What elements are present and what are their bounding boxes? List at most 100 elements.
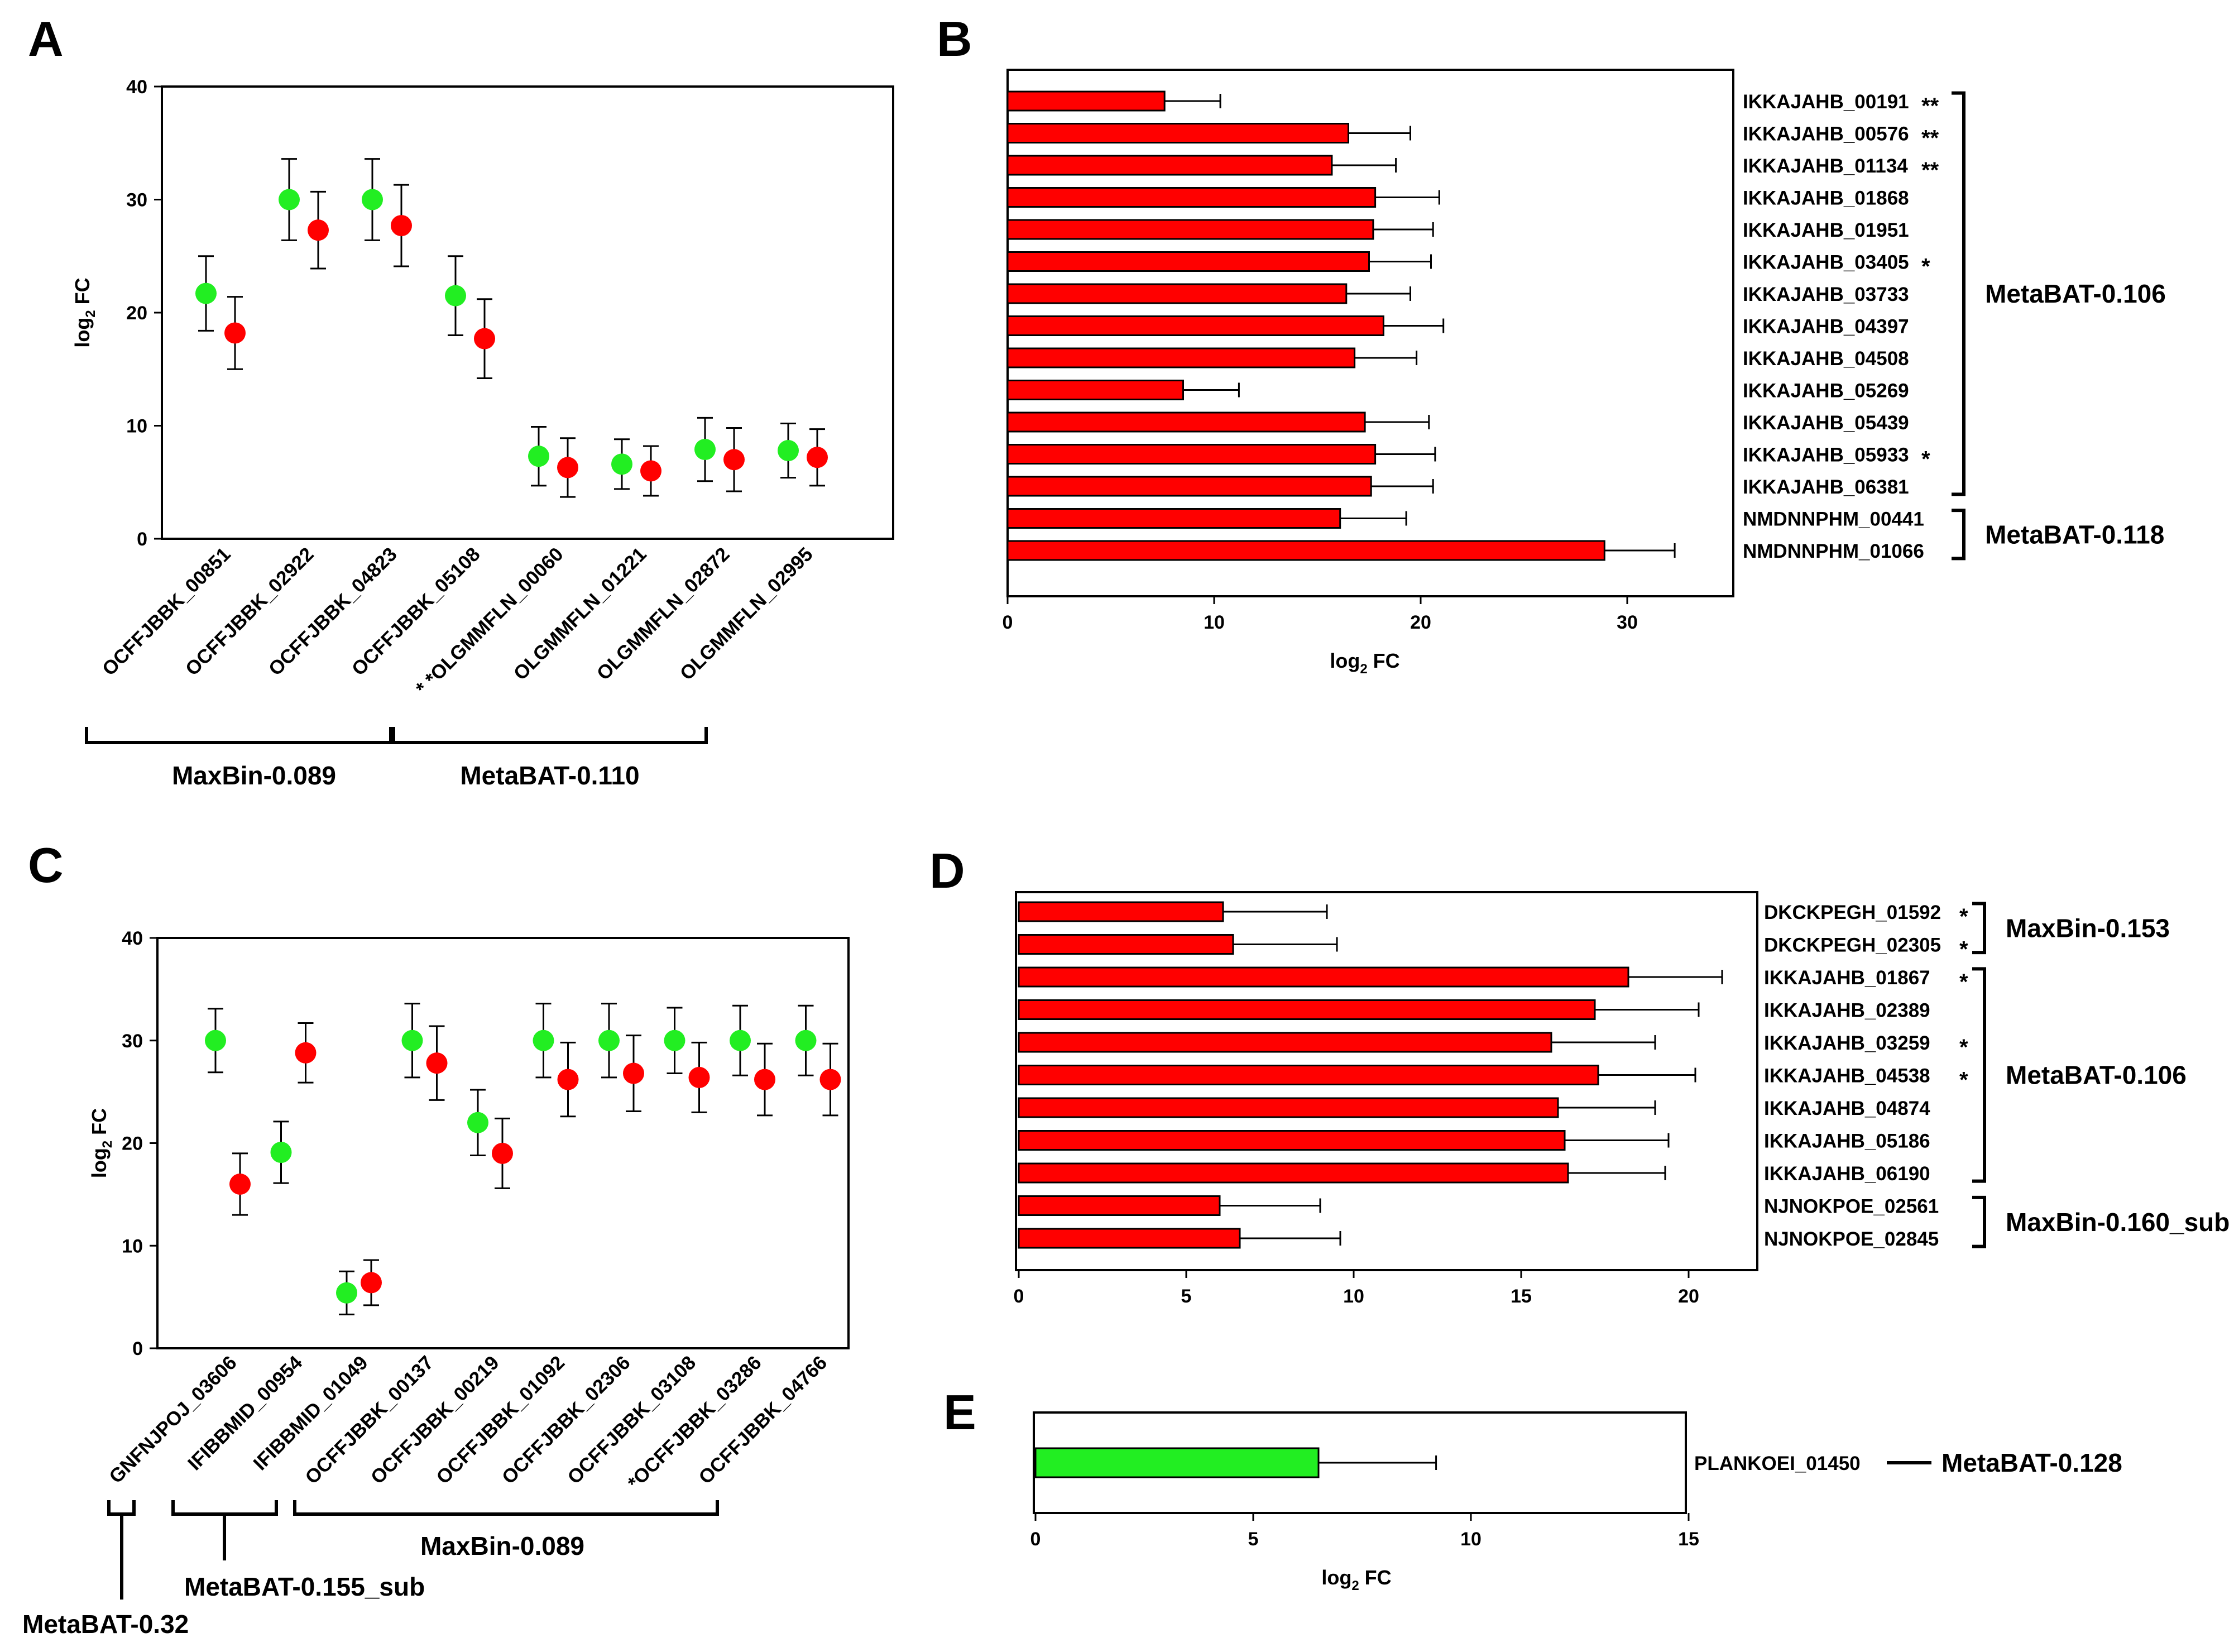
- green-point: [778, 440, 799, 462]
- x-category-label: OCFFJBBK_04766: [694, 1352, 831, 1488]
- bar: [1006, 444, 1377, 465]
- x-tick-label: 10: [1343, 1286, 1364, 1307]
- significance-stars: *: [1959, 1068, 1968, 1093]
- y-category-label: IKKAJAHB_02389: [1764, 1000, 1930, 1022]
- x-tick-label: 0: [1003, 612, 1013, 633]
- red-point: [361, 1272, 382, 1294]
- log-prefix: log: [1321, 1566, 1351, 1589]
- red-point: [819, 1069, 841, 1090]
- bar: [1018, 966, 1629, 988]
- log-suffix: FC: [1359, 1566, 1392, 1589]
- red-point: [391, 215, 412, 237]
- panel-letter: D: [929, 843, 965, 898]
- log-base: 2: [83, 310, 98, 317]
- significance-stars: *: [1959, 970, 1968, 994]
- x-category-label: GNFNJPOJ_03606: [105, 1352, 241, 1488]
- x-tick-label: 10: [1204, 612, 1225, 633]
- y-tick-label: 0: [132, 1338, 143, 1359]
- log-prefix: log: [88, 1148, 111, 1178]
- x-tick-label: 20: [1678, 1286, 1699, 1307]
- red-point: [308, 219, 329, 241]
- group-bracket: [293, 1500, 719, 1516]
- panel-letter: A: [28, 11, 64, 66]
- x-axis-label-text: log2 FC: [1330, 649, 1399, 677]
- x-tick-label: 5: [1181, 1286, 1192, 1307]
- y-tick-label: 10: [122, 1236, 143, 1257]
- bar: [1018, 1097, 1559, 1118]
- y-tick-label: 30: [126, 190, 147, 211]
- y-tick-label: 10: [126, 416, 147, 437]
- y-category-label: DKCKPEGH_02305: [1764, 935, 1941, 956]
- plot-frame: [1033, 1411, 1687, 1514]
- bar: [1034, 1447, 1320, 1478]
- y-category-label: PLANKOEI_01450: [1694, 1453, 1861, 1474]
- bar: [1006, 347, 1356, 368]
- x-category-label: OCFFJBBK_00137: [301, 1352, 438, 1488]
- green-point: [730, 1029, 751, 1051]
- y-category-label: NMDNNPHM_01066: [1743, 540, 1924, 562]
- red-point: [557, 457, 578, 478]
- red-point: [426, 1052, 448, 1074]
- log-base: 2: [1351, 1578, 1359, 1593]
- log-base: 2: [100, 1141, 115, 1148]
- plot-frame: [1015, 891, 1758, 1271]
- group-label: MaxBin-0.089: [172, 761, 336, 790]
- significance-stars: **: [1921, 158, 1939, 183]
- bar: [1018, 1065, 1599, 1085]
- bar: [1018, 1130, 1566, 1151]
- y-category-label: IKKAJAHB_05439: [1743, 412, 1909, 434]
- significance-stars: *: [1959, 904, 1968, 929]
- x-tick-label: 20: [1410, 612, 1431, 633]
- y-axis-label: log2 FC: [71, 277, 98, 347]
- green-point: [270, 1142, 292, 1163]
- x-category-label: OCFFJBBK_03108: [563, 1352, 700, 1488]
- y-tick-label: 0: [137, 529, 147, 550]
- y-category-label: IKKAJAHB_01867: [1764, 967, 1930, 989]
- green-point: [205, 1029, 226, 1051]
- bar: [1006, 476, 1372, 497]
- y-category-label: IKKAJAHB_05933: [1743, 444, 1909, 466]
- green-point: [279, 189, 300, 210]
- red-point: [557, 1069, 579, 1090]
- y-category-label: IKKAJAHB_04397: [1743, 316, 1909, 338]
- group-bracket: [107, 1500, 136, 1516]
- y-axis-label-text: log2 FC: [88, 1108, 115, 1178]
- y-category-label: IKKAJAHB_03405: [1743, 252, 1909, 274]
- green-point: [598, 1029, 620, 1051]
- green-point: [401, 1029, 423, 1051]
- group-label: MaxBin-0.153: [2006, 913, 2170, 942]
- green-point: [795, 1029, 817, 1051]
- red-point: [623, 1062, 644, 1084]
- bar: [1006, 219, 1374, 240]
- significance-stars: *: [1959, 1035, 1968, 1060]
- y-category-label: DKCKPEGH_01592: [1764, 902, 1941, 923]
- x-tick-label: 5: [1248, 1529, 1259, 1550]
- x-tick-label: 10: [1460, 1529, 1482, 1550]
- y-category-label: IKKAJAHB_06190: [1764, 1163, 1930, 1185]
- y-tick-label: 30: [122, 1031, 143, 1052]
- green-point: [467, 1112, 488, 1133]
- x-tick-label: 15: [1678, 1529, 1699, 1550]
- bar: [1006, 315, 1384, 336]
- significance-stars: *: [1921, 255, 1930, 279]
- x-category-label: OCFFJBBK_02306: [498, 1352, 635, 1488]
- significance-stars: *: [1921, 447, 1930, 472]
- red-point: [754, 1069, 775, 1090]
- y-category-label: NJNOKPOE_02561: [1764, 1196, 1939, 1218]
- red-point: [688, 1066, 710, 1088]
- red-point: [640, 460, 661, 482]
- log-base: 2: [1360, 662, 1367, 677]
- group-bracket: [1952, 509, 1965, 561]
- red-point: [474, 328, 495, 349]
- y-category-label: IKKAJAHB_06381: [1743, 476, 1909, 498]
- group-label: MetaBAT-0.118: [1985, 520, 2164, 549]
- bar: [1018, 901, 1224, 922]
- group-label: MetaBAT-0.106: [2006, 1061, 2187, 1090]
- x-tick-label: 0: [1030, 1529, 1041, 1550]
- group-label: MetaBAT-0.128: [1941, 1448, 2122, 1477]
- x-tick-label: 30: [1617, 612, 1638, 633]
- green-point: [694, 439, 716, 461]
- plot-frame: [161, 85, 894, 540]
- bar: [1006, 155, 1333, 176]
- red-point: [723, 449, 745, 471]
